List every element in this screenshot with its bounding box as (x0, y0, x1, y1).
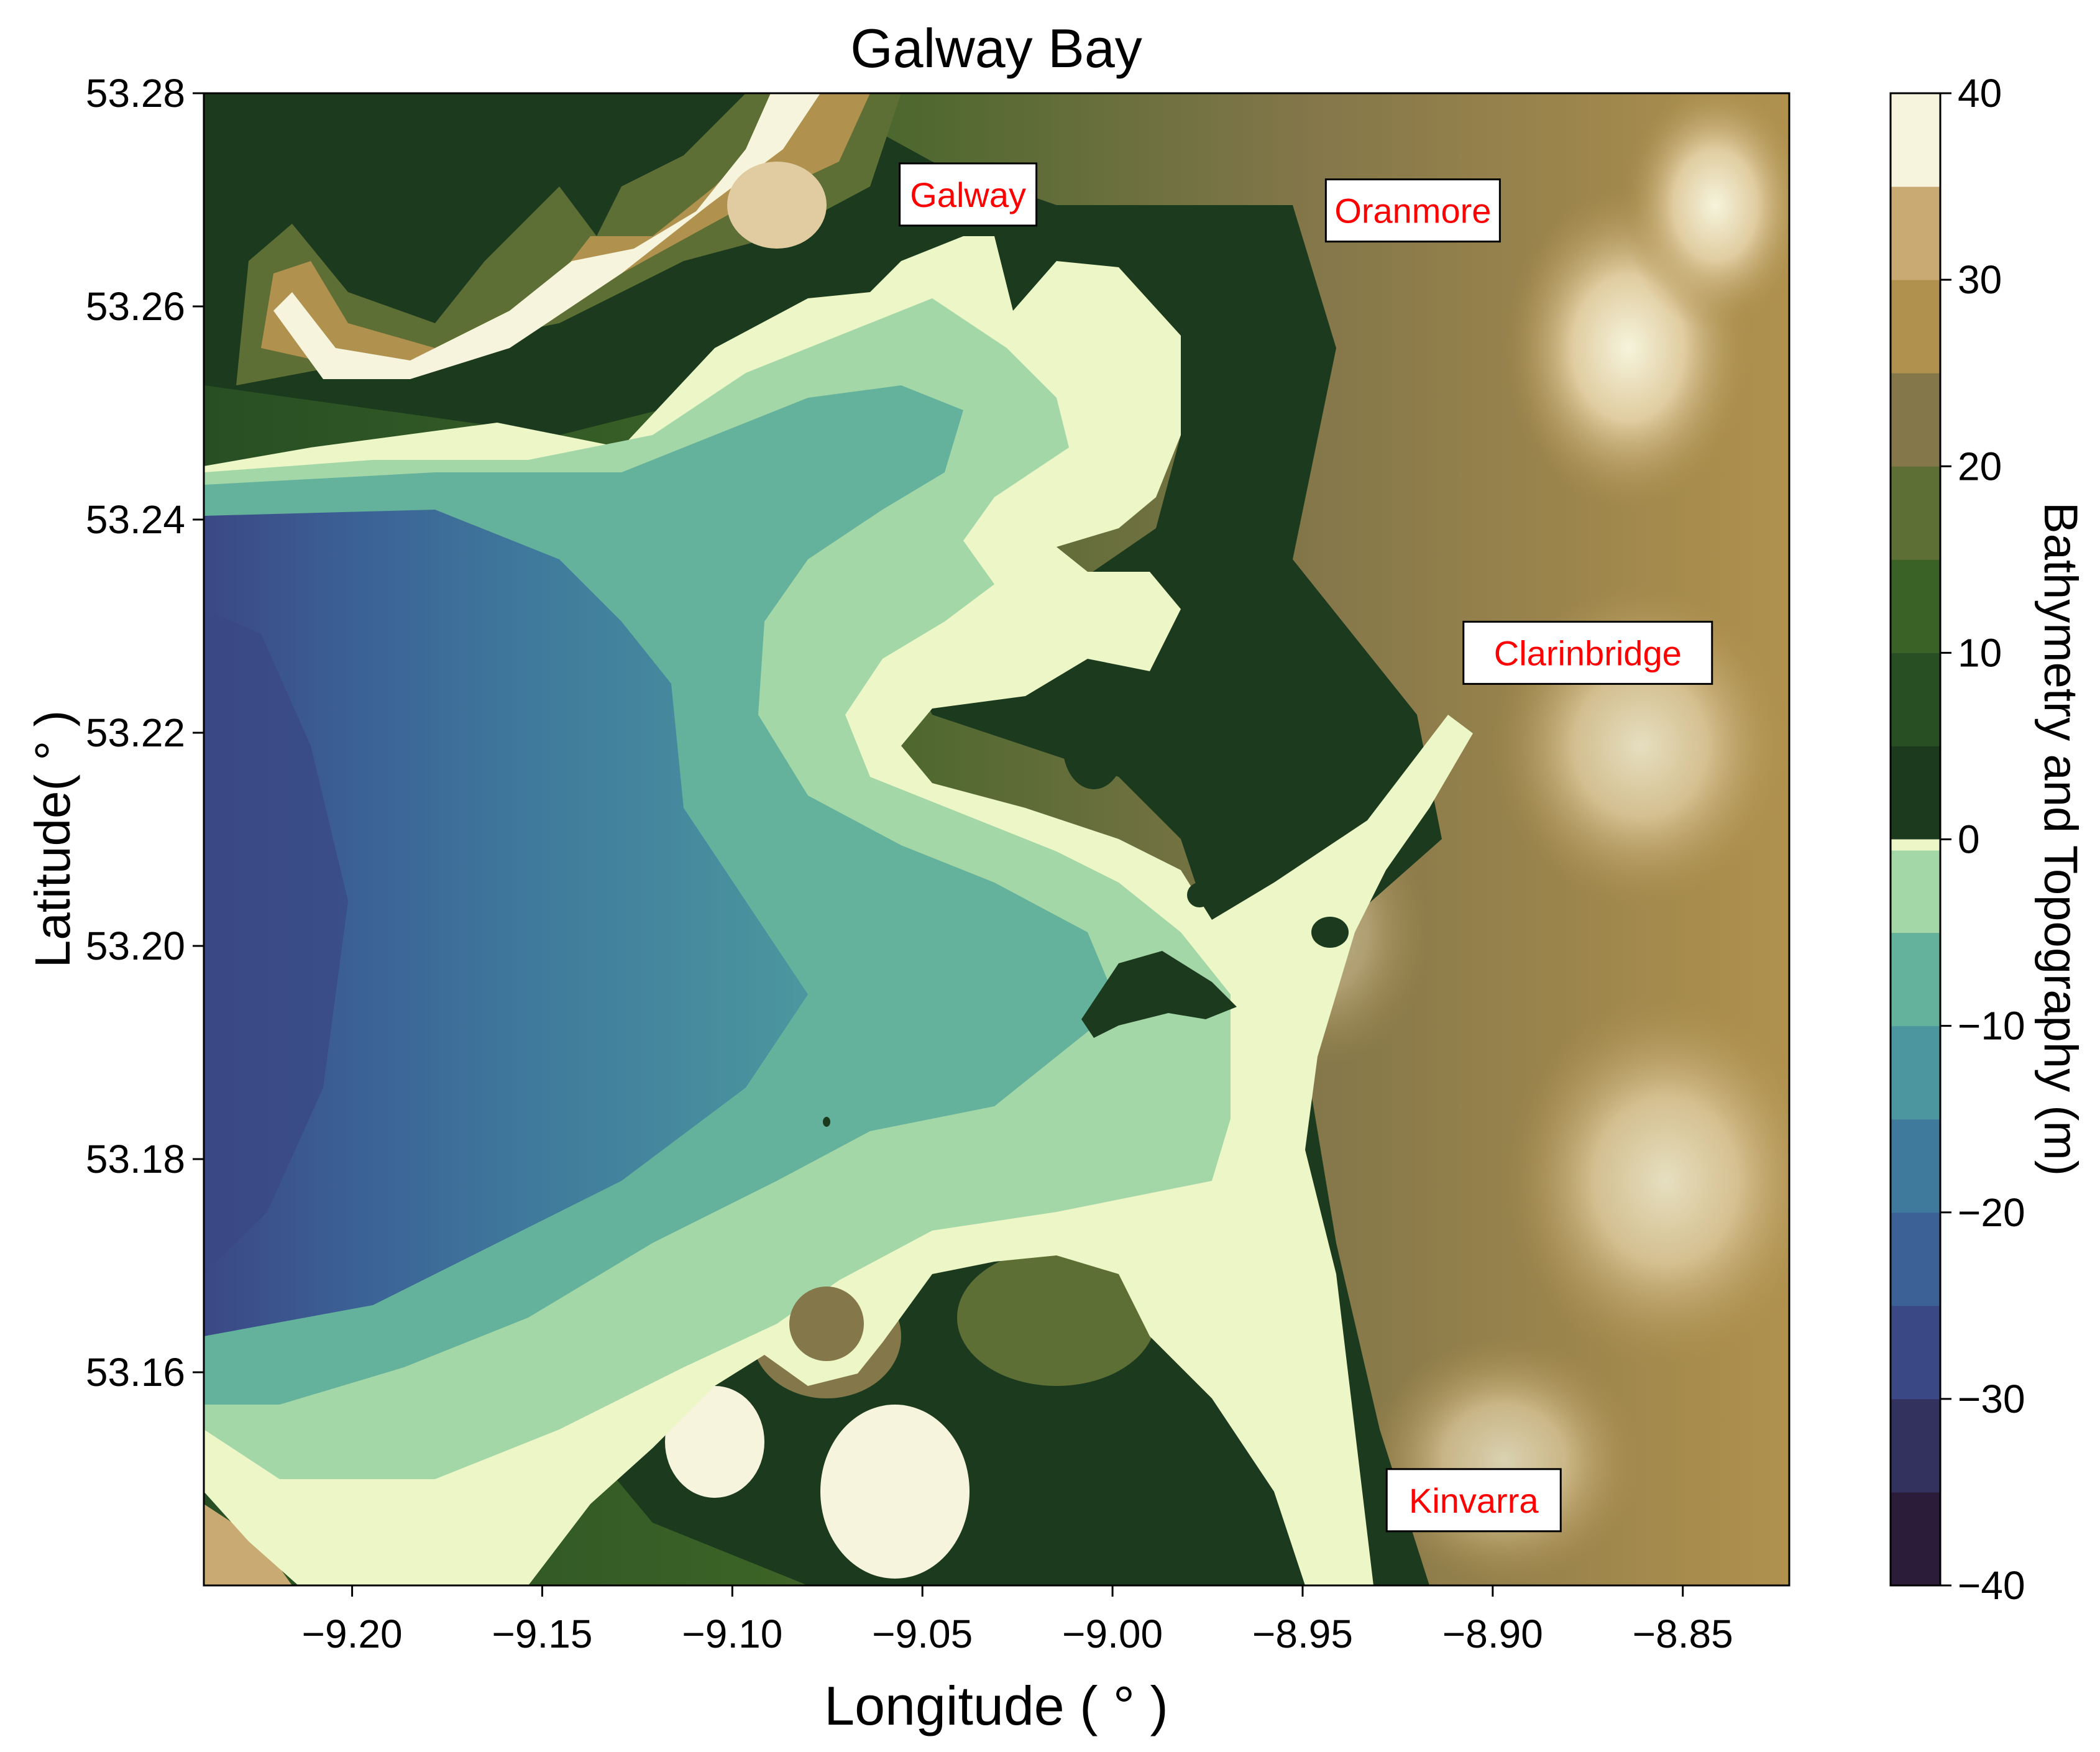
sea-deepest (204, 609, 348, 1274)
y-tick-label: 53.28 (86, 71, 185, 116)
place-label-kinvarra: Kinvarra (1385, 1468, 1562, 1533)
colorbar-tick-label: −30 (1958, 1377, 2025, 1421)
y-tick-label: 53.24 (86, 497, 185, 542)
x-tick-label: −9.00 (1062, 1612, 1163, 1656)
colorbar-tick-label: 0 (1958, 817, 1980, 862)
x-tick-label: −9.15 (492, 1612, 592, 1656)
place-annotations: Galway Oranmore Clarinbridge Kinvarra (899, 162, 1713, 1533)
y-tick-label: 53.22 (86, 710, 185, 755)
colorbar-band (1891, 466, 1940, 560)
colorbar-tick-label: −10 (1958, 1004, 2025, 1048)
sea-deep (204, 510, 808, 1336)
colorbar-band (1891, 653, 1940, 746)
y-axis-label: Latitude( ° ) (25, 710, 80, 968)
place-label-text: Kinvarra (1409, 1481, 1539, 1520)
colorbar-ticks: 40 30 20 10 0 −10 −20 −30 −40 (1940, 71, 2025, 1608)
colorbar-tick-label: 10 (1958, 630, 2002, 675)
colorbar-label: Bathymetry and Topography (m) (2034, 502, 2087, 1176)
bay-islands (789, 702, 1349, 1361)
x-axis-ticks: −9.20 −9.15 −9.10 −9.05 −9.00 −8.95 −8.90 −8.85 (302, 1585, 1733, 1656)
place-label-text: Clarinbridge (1494, 633, 1682, 672)
bathymetry-map (204, 93, 1789, 1585)
colorbar-band (1891, 186, 1940, 280)
plot-frame (203, 92, 1791, 1587)
x-tick-label: −8.95 (1252, 1612, 1353, 1656)
x-tick-label: −8.85 (1633, 1612, 1733, 1656)
place-label-text: Oranmore (1334, 191, 1491, 231)
y-tick-label: 53.26 (86, 284, 185, 329)
colorbar-band (1891, 1398, 1940, 1493)
colorbar-tick-label: 30 (1958, 257, 2002, 302)
colorbar-tick-label: 40 (1958, 71, 2002, 116)
colorbar-band (1891, 1305, 1940, 1400)
x-tick-label: −9.05 (872, 1612, 973, 1656)
place-label-box (899, 162, 1038, 227)
x-tick-label: −9.10 (682, 1612, 782, 1656)
place-label-clarinbridge: Clarinbridge (1462, 620, 1713, 685)
colorbar-band (1891, 559, 1940, 653)
colorbar-tick-label: 20 (1958, 444, 2002, 488)
place-label-oranmore: Oranmore (1324, 178, 1501, 243)
colorbar-band (1891, 839, 1940, 851)
colorbar-tick-label: −20 (1958, 1190, 2025, 1235)
y-axis-ticks: 53.16 53.18 53.20 53.22 53.24 53.26 53.28 (86, 71, 204, 1395)
colorbar-band (1891, 373, 1940, 467)
place-label-box (1385, 1468, 1562, 1533)
x-tick-label: −9.20 (302, 1612, 403, 1656)
x-tick-label: −8.90 (1442, 1612, 1543, 1656)
colorbar-band (1891, 839, 1940, 933)
colorbar-band (1891, 1492, 1940, 1586)
colorbar-band (1891, 280, 1940, 374)
x-axis-label: Longitude ( ° ) (824, 1675, 1168, 1736)
place-label-galway: Galway (899, 162, 1038, 227)
colorbar-band (1891, 1212, 1940, 1306)
northern-heights (236, 93, 901, 385)
colorbar-band (1891, 1119, 1940, 1213)
place-label-box (1324, 178, 1501, 243)
y-tick-label: 53.18 (86, 1137, 185, 1181)
figure-title: Galway Bay (850, 17, 1142, 79)
y-tick-label: 53.20 (86, 924, 185, 968)
colorbar-band (1891, 1025, 1940, 1120)
place-label-box (1462, 620, 1713, 685)
colorbar-band (1891, 932, 1940, 1027)
y-tick-label: 53.16 (86, 1350, 185, 1395)
colorbar-band (1891, 93, 1940, 187)
place-label-text: Galway (910, 175, 1026, 214)
colorbar-tick-label: −40 (1958, 1563, 2025, 1608)
colorbar (1891, 93, 1940, 1586)
colorbar-band (1891, 746, 1940, 840)
